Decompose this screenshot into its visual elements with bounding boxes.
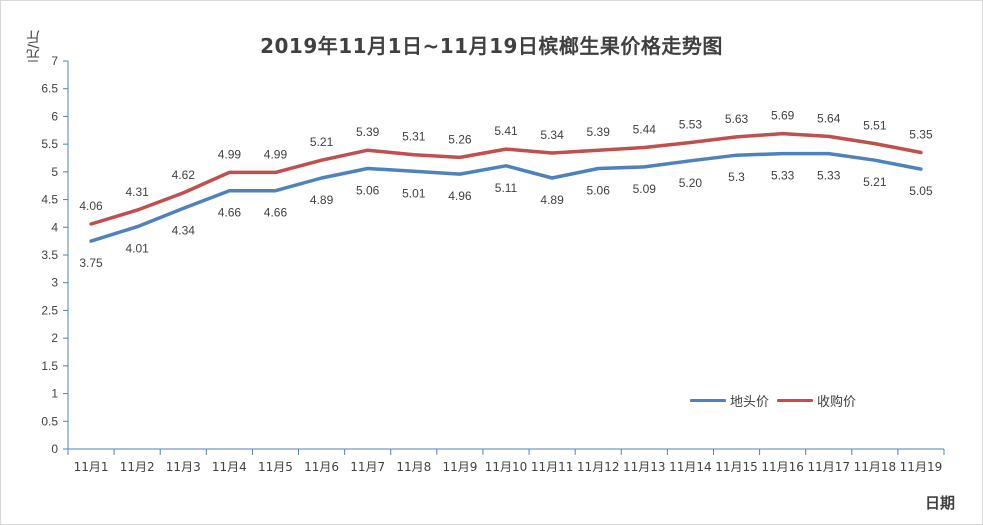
x-tick-label: 11月18 (854, 460, 897, 474)
data-label-series-0: 5.33 (817, 169, 841, 183)
y-tick-label: 2.5 (41, 303, 58, 317)
data-label-series-0: 5.09 (633, 182, 657, 196)
data-label-series-1: 5.44 (633, 122, 657, 136)
data-label-series-0: 4.96 (448, 189, 472, 203)
data-label-series-1: 5.63 (725, 112, 749, 126)
x-tick-label: 11月3 (166, 460, 201, 474)
y-tick-label: 1 (51, 387, 58, 401)
data-label-series-0: 5.05 (909, 184, 933, 198)
x-tick-label: 11月15 (715, 460, 758, 474)
legend-item-series-1: 收购价 (777, 391, 856, 410)
data-label-series-0: 5.33 (771, 169, 795, 183)
x-tick-label: 11月6 (304, 460, 339, 474)
y-tick-label: 6 (51, 109, 58, 123)
data-label-series-1: 5.51 (863, 119, 887, 133)
x-tick-label: 11月14 (669, 460, 712, 474)
y-tick-label: 0 (51, 442, 58, 456)
data-label-series-0: 5.11 (495, 181, 518, 195)
chart-legend: 地头价 收购价 (690, 391, 856, 410)
x-tick-label: 11月11 (531, 460, 574, 474)
data-label-series-0: 5.3 (728, 170, 745, 184)
data-label-series-1: 5.69 (771, 109, 795, 123)
data-label-series-0: 5.20 (679, 176, 703, 190)
data-label-series-1: 4.99 (264, 147, 288, 161)
data-label-series-0: 5.01 (402, 186, 426, 200)
data-label-series-1: 5.64 (817, 111, 841, 125)
legend-item-series-0: 地头价 (690, 391, 769, 410)
x-tick-label: 11月16 (761, 460, 804, 474)
data-label-series-0: 5.06 (356, 184, 380, 198)
data-label-series-1: 4.99 (218, 147, 242, 161)
data-label-series-0: 4.66 (218, 206, 242, 220)
x-tick-label: 11月5 (258, 460, 293, 474)
data-label-series-1: 4.31 (125, 185, 149, 199)
series-line-0 (89, 151, 923, 243)
data-label-series-1: 5.31 (402, 130, 426, 144)
legend-label-series-1: 收购价 (817, 395, 857, 410)
x-tick-label: 11月13 (623, 460, 666, 474)
x-tick-label: 11月12 (577, 460, 620, 474)
data-label-series-0: 4.34 (172, 223, 196, 237)
chart-title: 2019年11月1日~11月19日槟榔生果价格走势图 (260, 34, 723, 58)
data-label-series-1: 5.41 (494, 124, 518, 138)
series-line-1 (89, 131, 923, 226)
x-tick-label: 11月8 (396, 460, 431, 474)
y-tick-label: 4 (51, 220, 58, 234)
data-label-series-0: 4.89 (310, 193, 334, 207)
y-tick-label: 3 (51, 276, 58, 290)
legend-label-series-0: 地头价 (730, 395, 770, 410)
data-label-series-1: 5.21 (310, 135, 334, 149)
data-label-series-0: 4.89 (540, 193, 564, 207)
data-label-series-0: 4.01 (125, 242, 149, 256)
data-label-series-1: 5.26 (448, 132, 472, 146)
data-label-series-1: 4.06 (79, 199, 103, 213)
legend-swatch-series-0 (690, 399, 726, 402)
y-tick-label: 0.5 (41, 414, 58, 428)
x-tick-label: 11月7 (350, 460, 385, 474)
data-label-series-0: 3.75 (79, 256, 103, 270)
y-tick-label: 4.5 (41, 193, 58, 207)
data-label-series-0: 5.21 (863, 175, 887, 189)
y-tick-label: 2 (51, 331, 58, 345)
legend-swatch-series-1 (777, 399, 814, 402)
y-tick-label: 6.5 (41, 82, 58, 96)
y-tick-label: 1.5 (41, 359, 58, 373)
data-label-series-1: 5.39 (587, 125, 611, 139)
x-tick-label: 11月10 (485, 460, 528, 474)
data-label-series-1: 5.34 (540, 128, 564, 142)
x-axis-label: 日期 (925, 494, 956, 512)
data-label-series-0: 4.66 (264, 206, 288, 220)
data-label-series-1: 5.39 (356, 125, 380, 139)
x-tick-label: 11月17 (807, 460, 850, 474)
y-tick-label: 3.5 (41, 248, 58, 262)
y-tick-label: 7 (51, 54, 58, 68)
x-tick-label: 11月4 (212, 460, 247, 474)
data-label-series-1: 5.35 (909, 127, 933, 141)
data-label-series-1: 5.53 (679, 117, 703, 131)
data-label-series-0: 5.06 (587, 184, 611, 198)
x-tick-label: 11月19 (900, 460, 943, 474)
x-tick-label: 11月2 (120, 460, 155, 474)
x-tick-label: 11月9 (442, 460, 477, 474)
y-tick-label: 5 (51, 165, 58, 179)
y-tick-label: 5.5 (41, 137, 58, 151)
x-tick-label: 11月1 (74, 460, 109, 474)
data-label-series-1: 4.62 (172, 168, 196, 182)
